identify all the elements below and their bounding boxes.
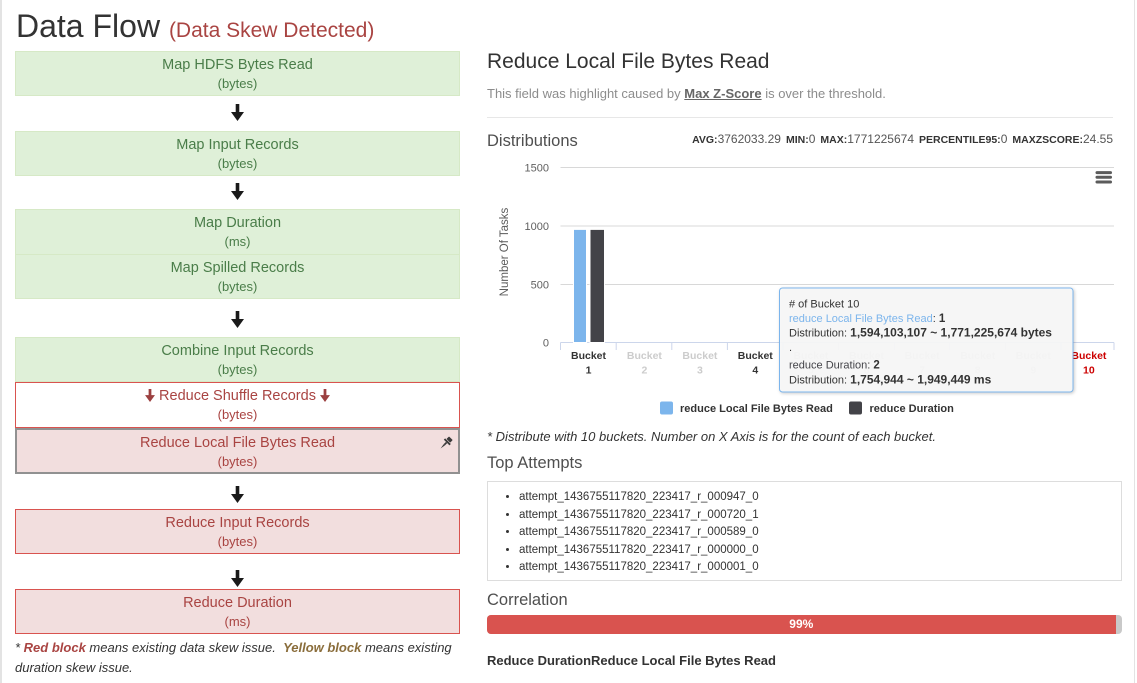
svg-text:500: 500 — [531, 280, 549, 292]
svg-text:10: 10 — [1083, 365, 1095, 377]
svg-text:4: 4 — [752, 365, 758, 377]
svg-text:Number Of Tasks: Number Of Tasks — [499, 207, 511, 296]
svg-text:reduce Local File Bytes Read: reduce Local File Bytes Read — [680, 403, 833, 415]
svg-text:3: 3 — [697, 365, 703, 377]
svg-text:Distribution: 1,754,944 ~ 1,94: Distribution: 1,754,944 ~ 1,949,449 ms — [789, 373, 992, 387]
svg-text:1000: 1000 — [525, 221, 549, 233]
svg-text:Bucket: Bucket — [738, 350, 774, 362]
svg-text:2: 2 — [641, 365, 647, 377]
svg-text:1500: 1500 — [525, 163, 549, 175]
svg-text:reduce Duration: 2: reduce Duration: 2 — [789, 360, 880, 372]
svg-text:Bucket: Bucket — [627, 350, 663, 362]
svg-text:0: 0 — [543, 338, 549, 350]
svg-text:reduce Local File Bytes Read:: reduce Local File Bytes Read: 1 — [789, 313, 946, 325]
svg-text:Distribution: 1,594,103,107 ~: Distribution: 1,594,103,107 ~ 1,771,225,… — [789, 326, 1052, 340]
svg-text:Bucket: Bucket — [1071, 350, 1107, 362]
svg-text:Bucket: Bucket — [682, 350, 718, 362]
svg-text:Bucket: Bucket — [571, 350, 607, 362]
svg-text:1: 1 — [586, 365, 592, 377]
svg-text:reduce Duration: reduce Duration — [870, 403, 955, 415]
svg-text:# of Bucket 10: # of Bucket 10 — [789, 299, 859, 311]
svg-text:.: . — [789, 342, 792, 354]
